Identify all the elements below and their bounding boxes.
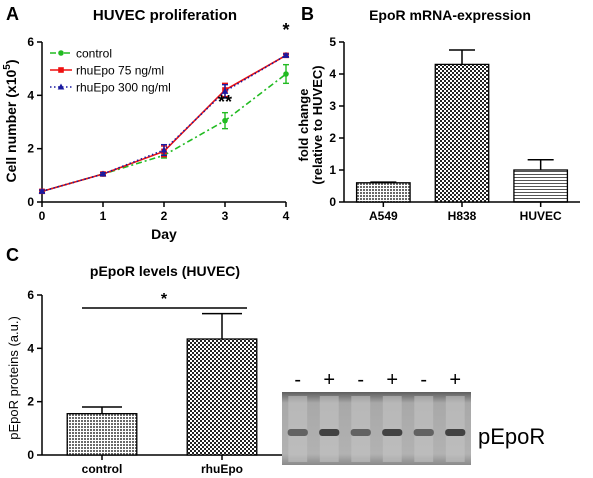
panel-b-bar-huvec: [513, 169, 569, 203]
blot-lane-label: -: [294, 369, 301, 391]
blot-band: [413, 429, 434, 436]
panel-a-y-tick-label: 6: [27, 35, 34, 49]
panel-a-series-3: [38, 51, 290, 194]
panel-a-data-point: [222, 117, 228, 124]
panel-a-data-point: [38, 187, 46, 194]
panel-a-x-tick-label: 0: [39, 209, 46, 223]
panel-a-legend: control rhuEpo 75 ng/ml rhuEpo 300 ng/ml: [50, 47, 171, 95]
panel-a-data-point: [160, 146, 168, 153]
panel-c-significance: *: [82, 291, 247, 309]
panel-b-y-tick-label: 5: [329, 35, 336, 49]
panel-a-x-tick-label: 3: [222, 209, 229, 223]
blot-lane-label: -: [420, 369, 427, 391]
blot-lane-label: +: [386, 369, 398, 391]
panel-a: A HUVEC proliferation 0 2 4 6 0 1 2 3 4 control r…: [2, 4, 290, 242]
panel-c-bar-control: [66, 413, 138, 456]
panel-c: C pEpoR levels (HUVEC) pEpoR proteins (a…: [6, 245, 282, 476]
panel-a-x-tick-label: 4: [283, 209, 290, 223]
panel-b-y-tick-label: 0: [329, 195, 336, 209]
panel-a-x-tick-label: 1: [100, 209, 107, 223]
panel-c-title: pEpoR levels (HUVEC): [90, 263, 240, 279]
blot-lane-label: +: [449, 369, 461, 391]
panel-b-bars: A549 H838 HUVEC: [355, 49, 569, 223]
panel-c-significance-mark: *: [161, 291, 168, 308]
blot-band: [319, 429, 340, 436]
blot-membrane: [282, 392, 471, 465]
panel-b-ylabel-line2: (relative to HUVEC): [310, 65, 325, 184]
panel-c-y-tick-label: 4: [27, 341, 34, 355]
panel-a-data-point: [99, 170, 107, 177]
panel-b-ylabel-line1: fold change: [296, 89, 311, 162]
panel-a-data-point: [221, 87, 229, 94]
blot-band: [445, 429, 466, 436]
panel-b-bar-h838: [434, 63, 490, 203]
panel-b-y-tick-label: 2: [329, 131, 336, 145]
panel-c-y-tick-label: 6: [27, 288, 34, 302]
panel-a-y-tick-label: 4: [27, 88, 34, 102]
panel-a-series: [38, 51, 290, 195]
panel-b-category-label: H838: [448, 209, 477, 223]
panel-c-ylabel: pEpoR proteins (a.u.): [6, 316, 21, 440]
panel-b-bar-a549: [355, 182, 411, 203]
panel-a-legend-label: rhuEpo 300 ng/ml: [76, 81, 171, 95]
panel-a-y-tick-label: 2: [27, 142, 34, 156]
western-blot: - + - + - + pEpoR: [282, 369, 545, 465]
panel-a-legend-marker: [57, 83, 65, 90]
panel-a-annotations: ***: [218, 20, 290, 112]
panel-b-title: EpoR mRNA-expression: [369, 7, 531, 23]
blot-lane-label: -: [357, 369, 364, 391]
panel-a-ylabel: Cell number (x105): [2, 59, 19, 182]
panel-c-category-label: rhuEpo: [201, 462, 243, 476]
panel-a-x-tick-label: 2: [161, 209, 168, 223]
panel-a-significance-mark: *: [282, 20, 289, 40]
blot-protein-label: pEpoR: [478, 424, 545, 449]
panel-c-letter: C: [6, 245, 19, 265]
panel-a-xlabel: Day: [151, 226, 177, 242]
panel-a-significance-mark: **: [218, 92, 232, 112]
panel-c-y-tick-label: 2: [27, 395, 34, 409]
panel-b-y-tick-label: 4: [329, 67, 336, 81]
panel-a-legend-label: rhuEpo 75 ng/ml: [76, 64, 164, 78]
panel-a-y-tick-label: 0: [27, 195, 34, 209]
panel-a-legend-label: control: [76, 47, 112, 61]
panel-a-data-point: [282, 51, 290, 58]
panel-b-category-label: A549: [369, 209, 398, 223]
panel-a-title: HUVEC proliferation: [93, 7, 237, 24]
panel-a-legend-marker: [58, 50, 64, 56]
panel-b-y-tick-label: 1: [329, 163, 336, 177]
blot-lane-label: +: [323, 369, 335, 391]
panel-a-axes: 0 2 4 6 0 1 2 3 4: [27, 35, 289, 223]
blot-lanes: [287, 396, 466, 462]
panel-b: B EpoR mRNA-expression fold change (rela…: [296, 4, 580, 223]
panel-a-legend-marker: [58, 67, 64, 73]
panel-c-bars: control rhuEpo: [66, 312, 258, 476]
blot-band: [350, 429, 371, 436]
panel-b-category-label: HUVEC: [520, 209, 562, 223]
panel-b-y-tick-label: 3: [329, 99, 336, 113]
panel-c-y-tick-label: 0: [27, 448, 34, 462]
blot-lane-labels: - + - + - +: [294, 369, 461, 391]
panel-c-category-label: control: [82, 462, 123, 476]
panel-a-letter: A: [6, 4, 19, 24]
panel-b-letter: B: [301, 4, 314, 24]
panel-c-bar-rhuepo: [186, 338, 258, 456]
blot-band: [287, 429, 308, 436]
blot-band: [382, 429, 403, 436]
panel-a-data-point: [283, 71, 289, 77]
